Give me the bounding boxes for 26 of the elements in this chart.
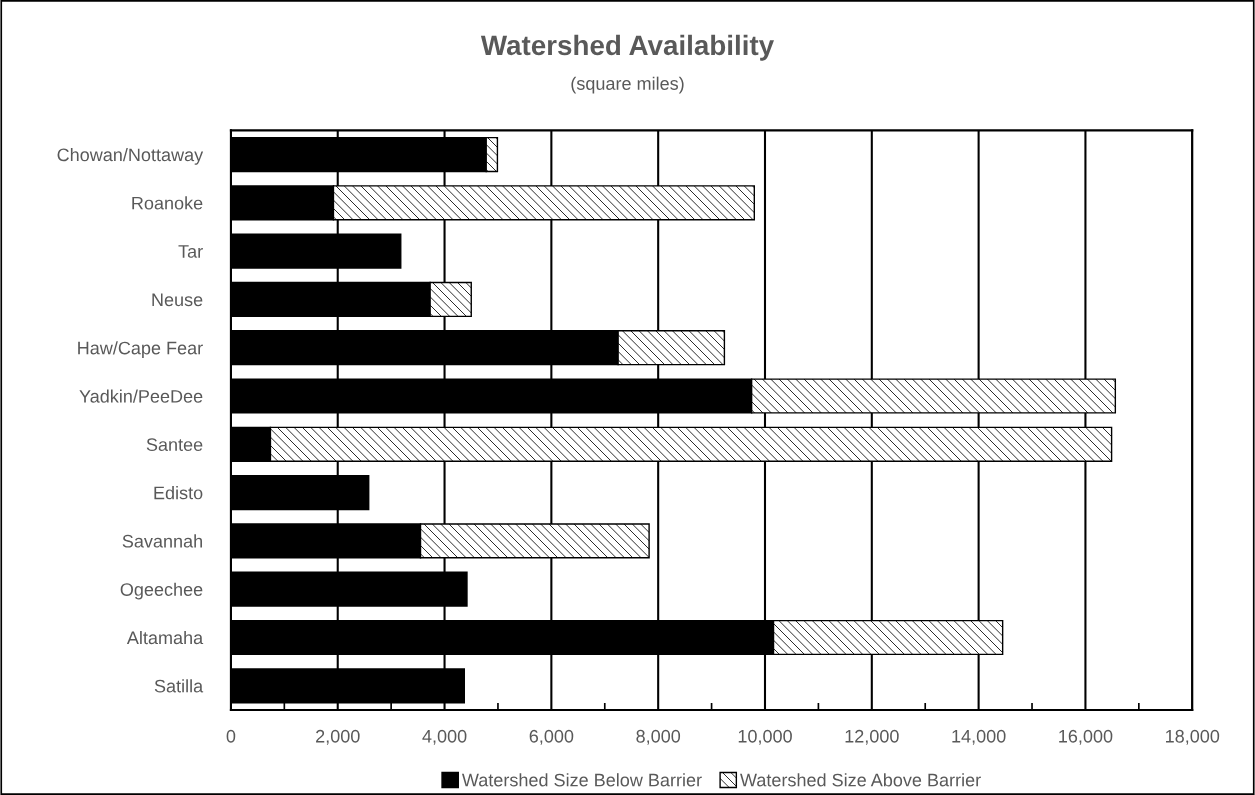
y-tick-label: Altamaha [126, 630, 204, 645]
y-tick-label: Chowan/Nottaway [57, 147, 204, 165]
x-tick-label: 18,000 [1166, 729, 1220, 745]
x-tick-label: 2,000 [316, 729, 360, 745]
x-tick-label: 10,000 [738, 729, 792, 745]
x-tick-label: 4,000 [422, 729, 467, 745]
y-tick-label: Neuse [152, 293, 203, 307]
y-tick-label: Yadkin/PeeDee [79, 389, 203, 403]
x-tick-label: 12,000 [845, 729, 899, 745]
y-tick-label: Roanoke [132, 196, 203, 210]
x-tick-label: 14,000 [952, 729, 1006, 745]
x-tick-label: 8,000 [636, 729, 681, 745]
x-tick-label: 6,000 [529, 729, 574, 745]
y-tick-label: Tar [178, 245, 203, 258]
y-tick-label: Haw/Cape Fear [78, 341, 203, 358]
x-tick-label: 16,000 [1059, 729, 1113, 745]
y-tick-label: Ogeechee [120, 582, 203, 600]
y-tick-label: Santee [146, 438, 203, 452]
y-tick-label: Edisto [154, 486, 203, 500]
y-tick-label: Satilla [154, 679, 204, 693]
chart-title: Watershed Availability [480, 34, 774, 61]
chart-subtitle: (square miles) [571, 76, 684, 94]
x-tick-label: 0 [226, 729, 236, 743]
legend-label: Watershed Size Below Barrier [461, 773, 702, 787]
y-tick-label: Savannah [122, 534, 202, 548]
legend-label: Watershed Size Above Barrier [740, 773, 981, 787]
